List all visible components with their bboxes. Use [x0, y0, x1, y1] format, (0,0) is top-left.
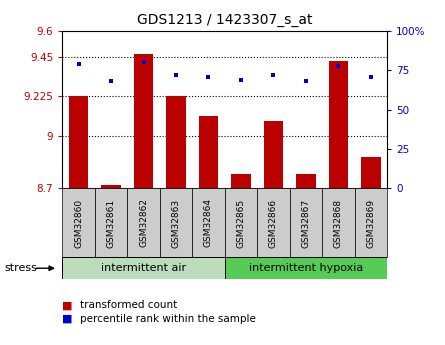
Bar	[296, 174, 316, 188]
Text: stress: stress	[4, 263, 37, 273]
Text: ■: ■	[62, 314, 73, 324]
Text: GSM32860: GSM32860	[74, 198, 83, 247]
FancyBboxPatch shape	[322, 188, 355, 257]
Text: GSM32865: GSM32865	[236, 198, 246, 247]
Bar	[361, 157, 380, 188]
FancyBboxPatch shape	[355, 188, 387, 257]
Point	[270, 72, 277, 78]
Point	[140, 60, 147, 65]
Point	[238, 77, 245, 82]
Text: transformed count: transformed count	[80, 300, 178, 310]
FancyBboxPatch shape	[225, 188, 257, 257]
Text: GSM32864: GSM32864	[204, 198, 213, 247]
FancyBboxPatch shape	[62, 257, 225, 279]
Text: GSM32869: GSM32869	[366, 198, 376, 247]
Point	[303, 79, 310, 84]
Point	[335, 63, 342, 68]
Point	[75, 61, 82, 67]
FancyBboxPatch shape	[225, 257, 387, 279]
Bar	[231, 174, 251, 188]
FancyBboxPatch shape	[62, 188, 95, 257]
Text: GSM32868: GSM32868	[334, 198, 343, 247]
Point	[173, 72, 180, 78]
FancyBboxPatch shape	[192, 188, 225, 257]
Text: GSM32867: GSM32867	[301, 198, 311, 247]
Text: GSM32866: GSM32866	[269, 198, 278, 247]
Text: GSM32861: GSM32861	[106, 198, 116, 247]
FancyBboxPatch shape	[257, 188, 290, 257]
Text: GSM32862: GSM32862	[139, 198, 148, 247]
Point	[108, 79, 115, 84]
Point	[205, 74, 212, 79]
FancyBboxPatch shape	[127, 188, 160, 257]
Bar	[329, 61, 348, 188]
Bar	[166, 97, 186, 188]
Bar	[134, 54, 153, 188]
Bar	[101, 185, 121, 188]
FancyBboxPatch shape	[160, 188, 192, 257]
Title: GDS1213 / 1423307_s_at: GDS1213 / 1423307_s_at	[137, 13, 312, 27]
FancyBboxPatch shape	[290, 188, 322, 257]
Bar	[199, 116, 218, 188]
Bar	[69, 97, 88, 188]
Text: intermittent hypoxia: intermittent hypoxia	[249, 263, 363, 273]
Text: GSM32863: GSM32863	[171, 198, 181, 247]
FancyBboxPatch shape	[95, 188, 127, 257]
Text: percentile rank within the sample: percentile rank within the sample	[80, 314, 256, 324]
Bar	[264, 121, 283, 188]
Text: ■: ■	[62, 300, 73, 310]
Text: intermittent air: intermittent air	[101, 263, 186, 273]
Point	[368, 74, 375, 79]
